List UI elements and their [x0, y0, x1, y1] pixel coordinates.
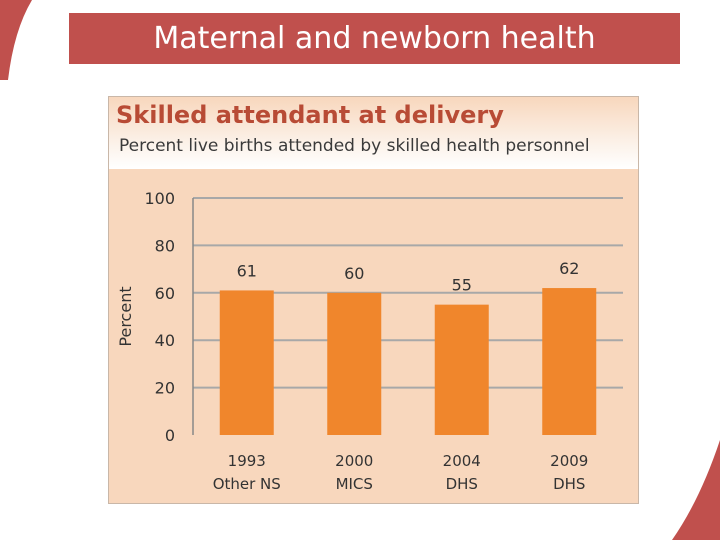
y-tick-label: 40: [155, 331, 175, 350]
bar-chart: 0 20 40 60 80 100 Percent 61 1993 Other NS 60 2000 M…: [116, 189, 623, 493]
chart-title: Skilled attendant at delivery: [116, 101, 504, 129]
chart-header: [109, 97, 638, 169]
data-label: 61: [237, 261, 257, 280]
slide-title: Maternal and newborn health: [153, 21, 596, 56]
y-tick-label: 80: [155, 236, 175, 255]
bar: [434, 304, 489, 435]
data-label: 60: [344, 264, 364, 283]
x-tick-label: 2000: [335, 452, 373, 470]
chart-panel: Skilled attendant at delivery Percent li…: [108, 96, 639, 504]
y-tick-label: 100: [144, 189, 175, 208]
bar: [327, 292, 382, 435]
x-tick-label: 2009: [550, 452, 588, 470]
title-banner: Maternal and newborn health: [69, 13, 680, 64]
bar: [542, 288, 597, 435]
chart-subtitle: Percent live births attended by skilled …: [119, 136, 590, 156]
corner-decoration-top-left: [0, 0, 32, 80]
x-tick-label: MICS: [336, 475, 373, 493]
x-tick-label: 2004: [443, 452, 481, 470]
bar: [219, 290, 274, 435]
x-tick-label: DHS: [446, 475, 478, 493]
y-axis-label: Percent: [116, 286, 135, 346]
y-tick-label: 20: [155, 379, 175, 398]
data-label: 62: [559, 259, 579, 278]
y-tick-label: 0: [165, 426, 175, 445]
y-tick-label: 60: [155, 284, 175, 303]
x-tick-label: DHS: [553, 475, 585, 493]
x-tick-label: Other NS: [213, 475, 281, 493]
x-tick-label: 1993: [228, 452, 266, 470]
data-label: 55: [452, 276, 472, 295]
corner-decoration-bottom-right: [672, 440, 720, 540]
